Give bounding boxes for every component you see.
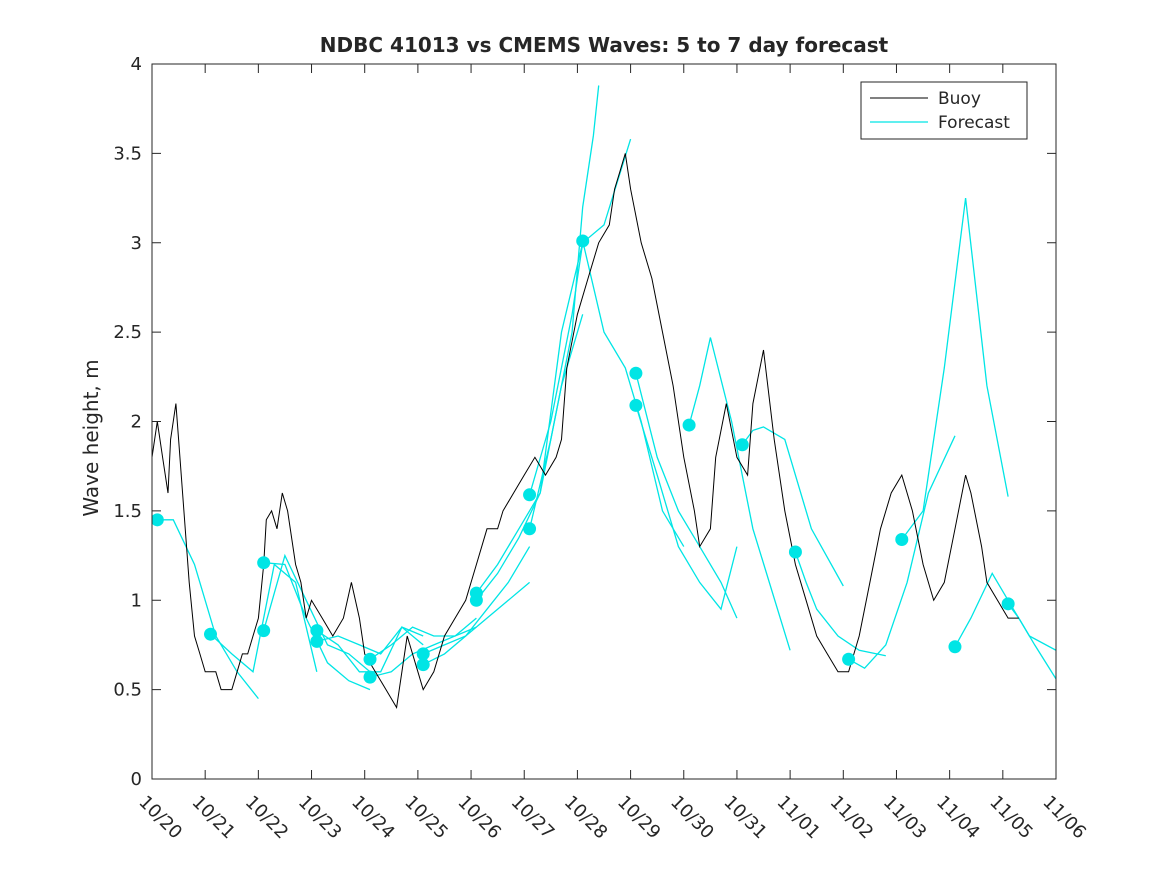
forecast-marker-12 [523, 488, 537, 502]
x-tick-label: 10/30 [666, 792, 718, 844]
x-tick-label: 10/20 [134, 792, 186, 844]
x-tick-label: 10/23 [294, 792, 346, 844]
legend-box [860, 81, 1028, 140]
forecast-line-3 [263, 553, 371, 673]
forecast-line-22 [954, 572, 1056, 651]
forecast-line-15 [635, 373, 738, 619]
y-tick-label: 0 [131, 769, 142, 790]
x-tick-label: 11/03 [879, 792, 931, 844]
chart-title: NDBC 41013 vs CMEMS Waves: 5 to 7 day fo… [320, 33, 889, 57]
forecast-marker-22 [948, 640, 962, 654]
y-tick-label: 2.5 [113, 322, 142, 343]
forecast-marker-4 [310, 624, 324, 638]
buoy-line [152, 153, 1019, 709]
forecast-marker-15 [629, 366, 643, 380]
x-tick-label: 10/29 [613, 792, 665, 844]
x-tick-label: 11/05 [985, 792, 1037, 844]
x-tick-label: 10/28 [560, 792, 612, 844]
series-layer [152, 85, 1056, 709]
forecast-marker-17 [682, 418, 696, 432]
y-tick-label: 3 [131, 233, 142, 254]
y-tick-label: 1.5 [113, 501, 142, 522]
forecast-line-0 [152, 519, 259, 700]
forecast-line-21 [901, 198, 1009, 540]
forecast-line-16 [635, 405, 738, 611]
y-tick-label: 0.5 [113, 680, 142, 701]
legend-buoy-label: Buoy [938, 89, 981, 109]
forecast-line-19 [794, 551, 886, 657]
forecast-line-6 [369, 626, 477, 660]
y-tick-label: 2 [131, 412, 142, 433]
forecast-line-1 [210, 563, 318, 674]
forecast-marker-19 [788, 545, 802, 559]
legend: Buoy Forecast [860, 81, 1028, 140]
forecast-marker-5 [310, 634, 324, 648]
x-tick-label: 11/02 [826, 792, 878, 844]
forecast-line-12 [528, 138, 632, 495]
forecast-marker-23 [1001, 597, 1015, 611]
x-tick-label: 11/01 [773, 792, 825, 844]
forecast-line-9 [422, 546, 531, 666]
forecast-marker-16 [629, 398, 643, 412]
forecast-line-14 [582, 240, 685, 547]
forecast-line-11 [475, 242, 584, 601]
forecast-marker-14 [576, 234, 590, 248]
forecast-marker-0 [152, 513, 164, 527]
x-tick-label: 10/27 [507, 792, 559, 844]
forecast-marker-7 [363, 670, 377, 684]
forecast-marker-1 [203, 627, 217, 641]
forecast-marker-2 [257, 556, 271, 570]
forecast-line-5 [316, 626, 424, 655]
y-tick-label: 4 [131, 54, 142, 75]
forecast-marker-11 [469, 593, 483, 607]
legend-forecast-label: Forecast [938, 113, 1010, 133]
x-tick-label: 11/06 [1038, 792, 1090, 844]
forecast-line-13 [528, 85, 600, 529]
forecast-line-17 [688, 337, 791, 651]
forecast-marker-21 [895, 532, 909, 546]
x-tick-label: 10/31 [719, 792, 771, 844]
x-tick-label: 10/22 [241, 792, 293, 844]
forecast-marker-6 [363, 652, 377, 666]
x-tick-label: 10/25 [400, 792, 452, 844]
forecast-line-10 [475, 314, 584, 594]
y-axis-label: Wave height, m [79, 359, 103, 516]
x-tick-label: 10/21 [188, 792, 240, 844]
y-tick-label: 3.5 [113, 143, 142, 164]
plot-area [152, 64, 1056, 779]
forecast-marker-18 [735, 438, 749, 452]
forecast-marker-8 [416, 647, 430, 661]
forecast-marker-20 [842, 652, 856, 666]
forecast-marker-9 [416, 658, 430, 672]
forecast-line-23 [1007, 603, 1056, 680]
forecast-marker-3 [257, 624, 271, 638]
x-tick-label: 10/24 [347, 792, 399, 844]
plot-background [152, 64, 1056, 779]
forecast-marker-13 [523, 522, 537, 536]
y-tick-label: 1 [131, 590, 142, 611]
x-tick-label: 10/26 [454, 792, 506, 844]
x-tick-label: 11/04 [932, 792, 984, 844]
forecast-line-20 [848, 435, 956, 670]
